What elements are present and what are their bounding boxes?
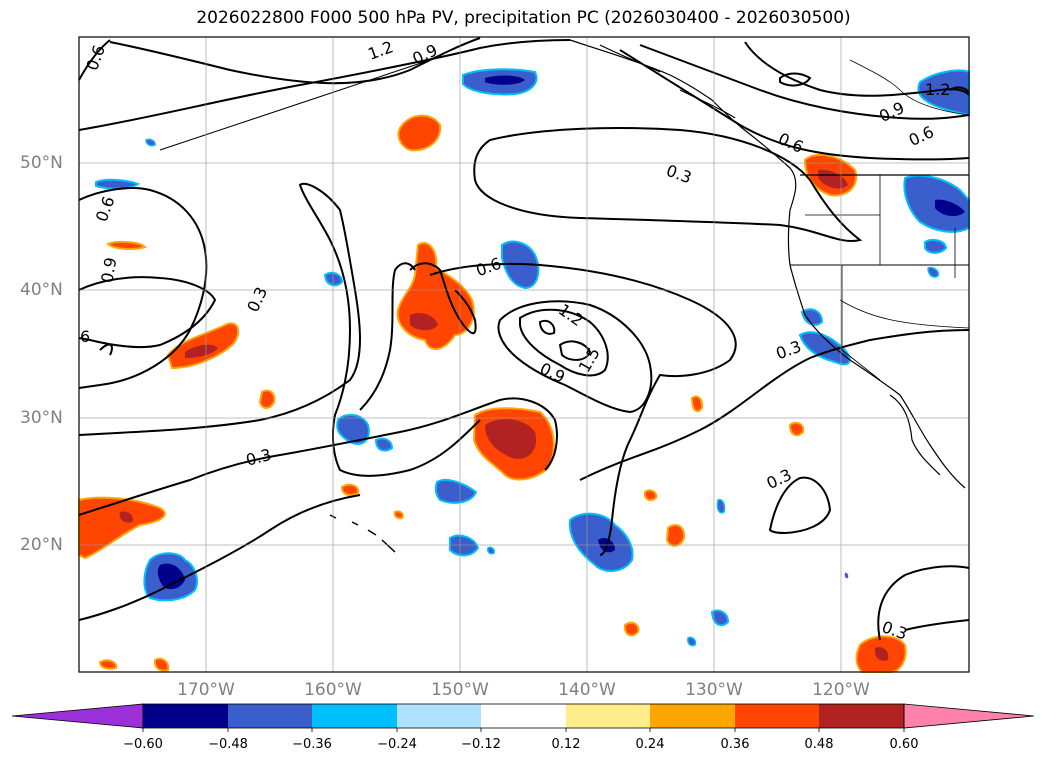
colorbar-tick-label: 0.60 [889, 737, 919, 752]
lon-label-140w: 140°W [558, 680, 616, 700]
graticule [79, 37, 969, 672]
colorbar-tick-label: 0.36 [720, 737, 750, 752]
colorbar-extend-low [11, 703, 144, 729]
lat-label-50n: 50°N [20, 153, 63, 173]
contour-label: 0.9 [97, 256, 120, 284]
precipitation-fill-layer [78, 68, 970, 673]
colorbar-bin [312, 704, 397, 728]
colorbar-bin [143, 704, 228, 728]
colorbar-tick-label: −0.60 [123, 737, 163, 752]
contour-label: 6 [80, 327, 90, 346]
pv-contour-layer [78, 37, 970, 641]
colorbar-bin [566, 704, 650, 728]
lat-label-20n: 20°N [20, 535, 63, 555]
colorbar-bin [228, 704, 312, 728]
colorbar-bin [397, 704, 481, 728]
colorbar-tick-label: 0.48 [804, 737, 834, 752]
coastline-layer [159, 39, 970, 553]
lon-label-170w: 170°W [177, 680, 235, 700]
colorbar-tick-label: −0.24 [377, 737, 417, 752]
lon-label-150w: 150°W [431, 680, 489, 700]
colorbar-tick-label: −0.36 [292, 737, 332, 752]
colorbar-bin [819, 704, 904, 728]
colorbar-bin [650, 704, 735, 728]
lon-label-160w: 160°W [304, 680, 362, 700]
lon-label-120w: 120°W [812, 680, 870, 700]
colorbar-bin [735, 704, 819, 728]
map-frame [78, 36, 970, 673]
colorbar-tick-label: −0.48 [208, 737, 248, 752]
colorbar-bin [481, 704, 566, 728]
precip-negative-patches [95, 68, 970, 647]
colorbar-tick-label: −0.12 [461, 737, 501, 752]
colorbar-tick-label: 0.24 [635, 737, 665, 752]
colorbar-tick-label: 0.12 [551, 737, 581, 752]
lon-label-130w: 130°W [685, 680, 743, 700]
colorbar-extend-high [903, 703, 1035, 729]
map-title: 2026022800 F000 500 hPa PV, precipitatio… [196, 8, 851, 28]
contour-label: 1.2 [925, 80, 950, 99]
precip-positive-patches [78, 114, 907, 673]
colorbar [11, 703, 1035, 732]
lat-label-40n: 40°N [20, 280, 63, 300]
lat-label-30n: 30°N [20, 408, 63, 428]
